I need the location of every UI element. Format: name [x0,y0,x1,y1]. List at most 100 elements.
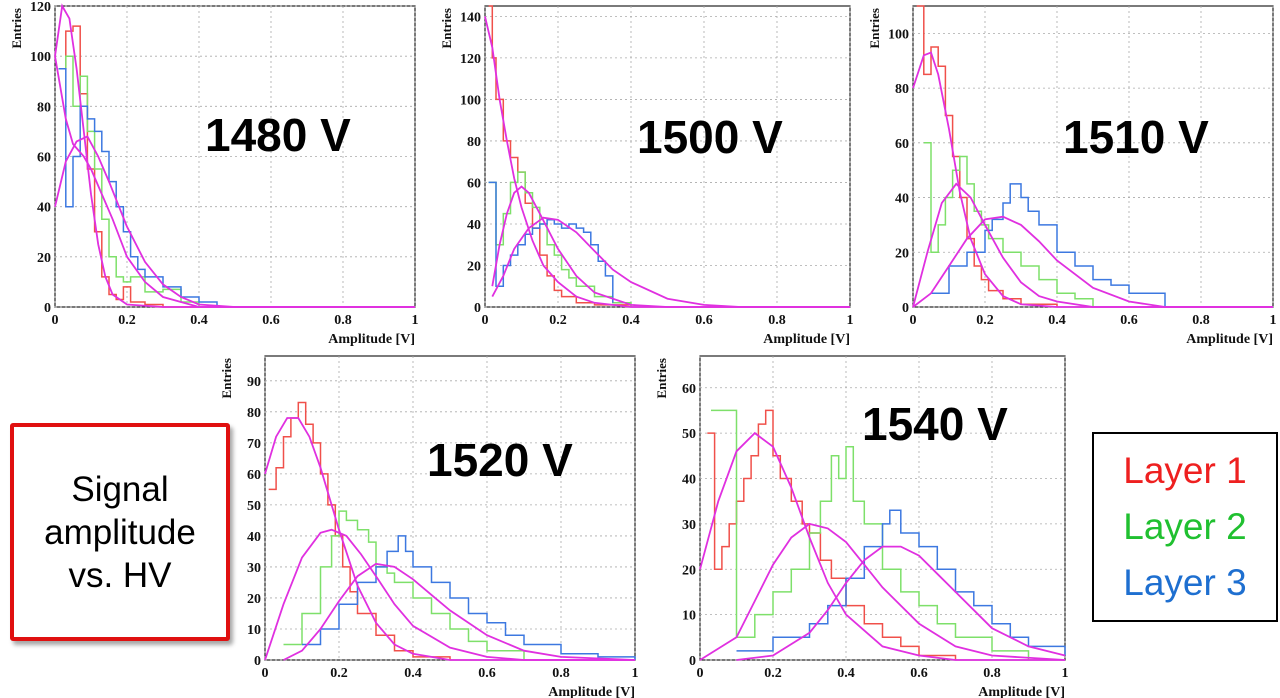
y-tick-label: 60 [895,137,909,152]
fit-curve [491,185,850,308]
x-axis-label: Amplitude [V] [328,332,415,347]
y-tick-label: 90 [247,375,261,390]
histogram-layer-2 [923,142,1094,307]
x-tick-label: 0.2 [330,666,348,681]
note-line-2: amplitude [44,512,196,552]
y-tick-label: 0 [254,654,261,669]
y-axis-label: Entries [654,358,669,398]
x-tick-label: 0.6 [262,313,280,328]
fit-curve [283,562,636,661]
y-tick-label: 120 [460,52,481,67]
x-tick-label: 0.4 [190,313,208,328]
chart-svg-1500v: 0 0.2 0.4 0.6 0.8 1 0 20 40 60 80 100 120 140 Amplitud… [439,5,854,347]
y-tick-label: 50 [682,427,696,442]
hv-label-1480v: 1480 V [205,109,351,161]
x-tick-label: 1 [632,666,639,681]
y-tick-label: 100 [30,50,51,65]
histogram-layer-1 [268,401,451,660]
fit-curve [54,56,415,308]
chart-panel-1540v: 0 0.2 0.4 0.6 0.8 1 0 10 20 30 40 50 60 Amplitude [V]… [645,350,1070,698]
x-tick-label: 1 [412,313,419,328]
plot-frame [912,5,1274,308]
x-tick-label: 1 [1270,313,1277,328]
x-tick-label: 0.6 [910,666,928,681]
signal-amplitude-note: Signal amplitude vs. HV [10,423,230,641]
chart-svg-1480v: 0 0.2 0.4 0.6 0.8 1 0 20 40 60 80 100 120 Amplitude [… [9,0,419,347]
y-tick-label: 0 [44,301,51,316]
y-tick-label: 140 [460,10,481,25]
fit-curve [264,417,635,661]
legend-item-layer-2: Layer 2 [1123,506,1247,547]
histogram-layer-3 [302,535,636,660]
x-tick-label: 0.2 [118,313,136,328]
y-tick-label: 20 [467,259,481,274]
histogram-layer-2 [58,55,200,307]
x-tick-label: 0.8 [1192,313,1210,328]
fit-curve [912,51,1273,308]
y-axis-label: Entries [9,8,24,48]
y-tick-label: 0 [689,654,696,669]
x-tick-label: 1 [1062,666,1069,681]
y-tick-label: 0 [902,301,909,316]
y-tick-label: 80 [895,82,909,97]
y-tick-label: 80 [247,406,261,421]
y-tick-label: 60 [467,176,481,191]
y-tick-label: 80 [37,100,51,115]
hv-label-1540v: 1540 V [862,398,1008,450]
x-axis-label: Amplitude [V] [1186,332,1273,347]
y-tick-label: 20 [247,592,261,607]
y-axis-label: Entries [867,8,882,48]
x-tick-label: 0 [697,666,704,681]
x-tick-label: 0.8 [768,313,786,328]
fit-curve [484,16,850,308]
x-tick-label: 0.4 [1048,313,1066,328]
fit-curve [736,545,1066,661]
y-tick-label: 30 [682,518,696,533]
fit-curve [54,3,415,308]
x-tick-label: 0.8 [334,313,352,328]
y-tick-label: 30 [247,561,261,576]
chart-panel-1480v: 0 0.2 0.4 0.6 0.8 1 0 20 40 60 80 100 120 Amplitude [… [0,0,420,347]
hv-label-1520v: 1520 V [427,434,573,486]
y-tick-label: 40 [467,218,481,233]
x-tick-label: 0.6 [478,666,496,681]
x-axis-label: Amplitude [V] [978,685,1065,698]
layer-legend: Layer 1 Layer 2 Layer 3 [1092,432,1278,622]
y-tick-label: 60 [37,151,51,166]
y-tick-label: 100 [888,27,909,42]
legend-item-layer-1: Layer 1 [1123,450,1247,491]
fit-curve [912,182,1273,308]
x-tick-label: 0.6 [695,313,713,328]
y-tick-label: 70 [247,437,261,452]
y-tick-label: 60 [682,382,696,397]
y-tick-label: 120 [30,0,51,15]
y-tick-label: 80 [467,135,481,150]
y-tick-label: 40 [37,201,51,216]
hv-label-1510v: 1510 V [1063,111,1209,163]
hv-label-1500v: 1500 V [637,111,783,163]
x-tick-label: 0 [910,313,917,328]
x-tick-label: 0.4 [622,313,640,328]
fit-curve [699,431,1065,661]
x-tick-label: 0.2 [976,313,994,328]
fit-curve [912,215,1273,308]
chart-panel-1500v: 0 0.2 0.4 0.6 0.8 1 0 20 40 60 80 100 120 140 Amplitud… [430,0,855,347]
x-tick-label: 0 [52,313,59,328]
chart-svg-1520v: 0 0.2 0.4 0.6 0.8 10102030405060708090Amplitu… [219,355,639,698]
y-tick-label: 40 [682,473,696,488]
y-axis-label: Entries [439,8,454,48]
y-tick-label: 0 [474,301,481,316]
x-tick-label: 1 [847,313,854,328]
fit-curve [491,216,850,308]
x-tick-label: 0.8 [983,666,1001,681]
fit-curve [264,528,635,661]
note-line-3: vs. HV [68,555,172,595]
y-tick-label: 40 [247,530,261,545]
legend-item-layer-3: Layer 3 [1123,562,1247,603]
y-tick-label: 10 [682,609,696,624]
y-tick-label: 50 [247,499,261,514]
fit-curve [54,135,415,308]
y-tick-label: 20 [37,251,51,266]
x-tick-label: 0.2 [549,313,567,328]
